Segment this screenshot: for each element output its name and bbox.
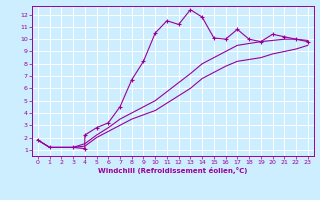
X-axis label: Windchill (Refroidissement éolien,°C): Windchill (Refroidissement éolien,°C) (98, 167, 247, 174)
